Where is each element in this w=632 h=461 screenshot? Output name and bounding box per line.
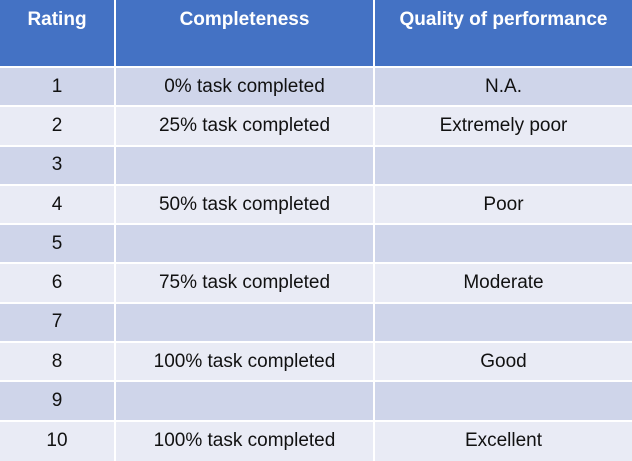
quality-cell: Moderate (463, 272, 544, 294)
table-row: 7 (0, 303, 632, 344)
table-row: 8 100% task completed Good (0, 343, 632, 383)
header-rating: Rating (0, 0, 116, 66)
quality-cell: Extremely poor (439, 114, 568, 136)
quality-cell: Excellent (464, 430, 543, 452)
completeness-cell: 0% task completed (116, 68, 375, 106)
quality-cell (375, 304, 632, 341)
rating-cell: 3 (0, 146, 116, 184)
table-row: 10 100% task completed Excellent (0, 421, 632, 461)
completeness-cell: 25% task completed (116, 107, 375, 145)
table-row: 6 75% task completed Moderate (0, 264, 632, 304)
completeness-cell (116, 382, 375, 420)
rating-cell: 1 (0, 68, 116, 106)
completeness-cell (116, 303, 375, 342)
rating-cell: 4 (0, 185, 116, 224)
table-row: 4 50% task completed Poor (0, 185, 632, 226)
quality-cell: Poor (483, 193, 524, 215)
rating-cell: 6 (0, 264, 116, 302)
rating-cell: 2 (0, 107, 116, 145)
rating-cell: 9 (0, 382, 116, 420)
table-row: 5 (0, 225, 632, 265)
rating-cell: 8 (0, 343, 116, 381)
completeness-cell: 50% task completed (116, 185, 375, 224)
completeness-cell (116, 225, 375, 263)
header-completeness: Completeness (116, 0, 375, 66)
rating-cell: 10 (0, 421, 116, 461)
quality-cell (375, 147, 632, 184)
quality-cell: N.A. (485, 75, 522, 97)
completeness-cell: 100% task completed (116, 421, 375, 461)
table-row: 2 25% task completed Extremely poor (0, 107, 632, 147)
rating-cell: 7 (0, 303, 116, 342)
quality-cell: Good (480, 350, 527, 372)
table-row: 1 0% task completed N.A. (0, 68, 632, 108)
quality-cell (375, 225, 632, 262)
quality-cell (375, 382, 632, 419)
completeness-cell: 75% task completed (116, 264, 375, 302)
header-quality: Quality of performance (399, 9, 608, 30)
rating-cell: 5 (0, 225, 116, 263)
completeness-cell (116, 146, 375, 184)
table-header-row: Rating Completeness Quality of performan… (0, 0, 632, 68)
table-row: 3 (0, 146, 632, 186)
table-row: 9 (0, 382, 632, 422)
completeness-cell: 100% task completed (116, 343, 375, 381)
